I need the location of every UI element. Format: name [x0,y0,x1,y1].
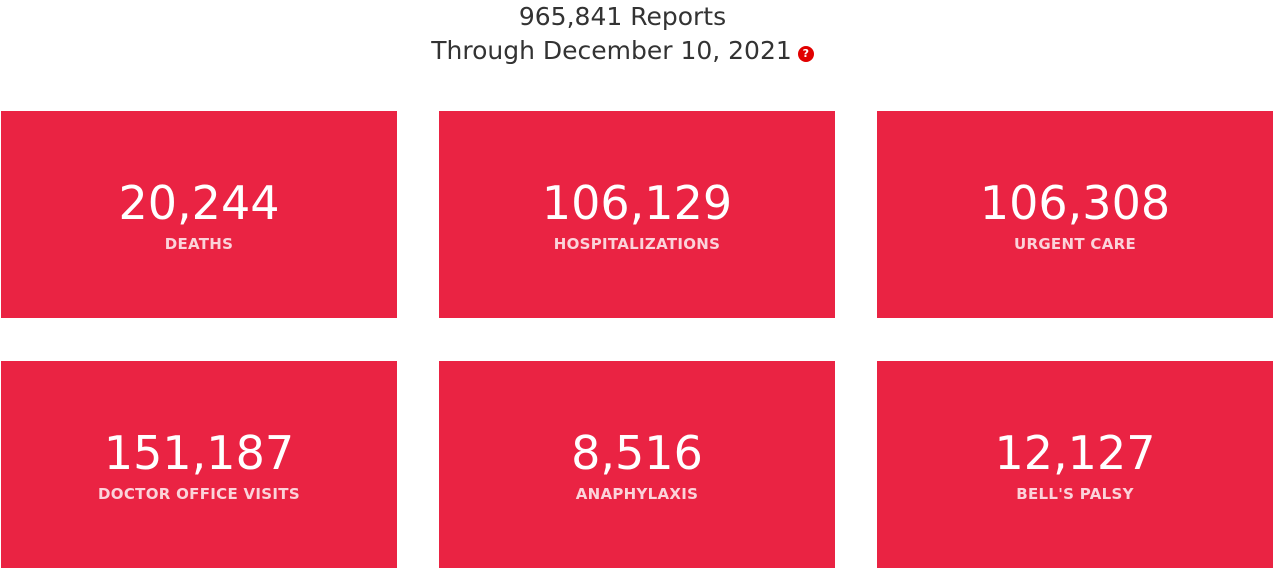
report-date: Through December 10, 2021 [431,36,792,65]
report-date-line: Through December 10, 2021? [0,36,1245,66]
question-mark-icon[interactable]: ? [797,46,814,62]
stat-card-doctor-office-visits: 151,187 DOCTOR OFFICE VISITS [1,361,397,568]
stat-card-bells-palsy: 12,127 BELL'S PALSY [877,361,1273,568]
stat-card-deaths: 20,244 DEATHS [1,111,397,318]
stat-label: ANAPHYLAXIS [575,485,699,503]
stat-label: DOCTOR OFFICE VISITS [98,485,300,503]
stat-value: 106,129 [541,176,733,230]
stat-label: DEATHS [164,235,234,253]
stat-card-hospitalizations: 106,129 HOSPITALIZATIONS [439,111,835,318]
stat-label: URGENT CARE [1013,235,1136,253]
stat-label: HOSPITALIZATIONS [553,235,721,253]
stat-value: 106,308 [979,176,1171,230]
report-count: 965,841 Reports [518,2,727,31]
stat-value: 20,244 [118,176,280,230]
stat-card-anaphylaxis: 8,516 ANAPHYLAXIS [439,361,835,568]
stat-card-urgent-care: 106,308 URGENT CARE [877,111,1273,318]
stat-value: 151,187 [103,426,295,480]
stat-value: 8,516 [571,426,703,480]
stat-label: BELL'S PALSY [1016,485,1134,503]
stat-value: 12,127 [994,426,1156,480]
